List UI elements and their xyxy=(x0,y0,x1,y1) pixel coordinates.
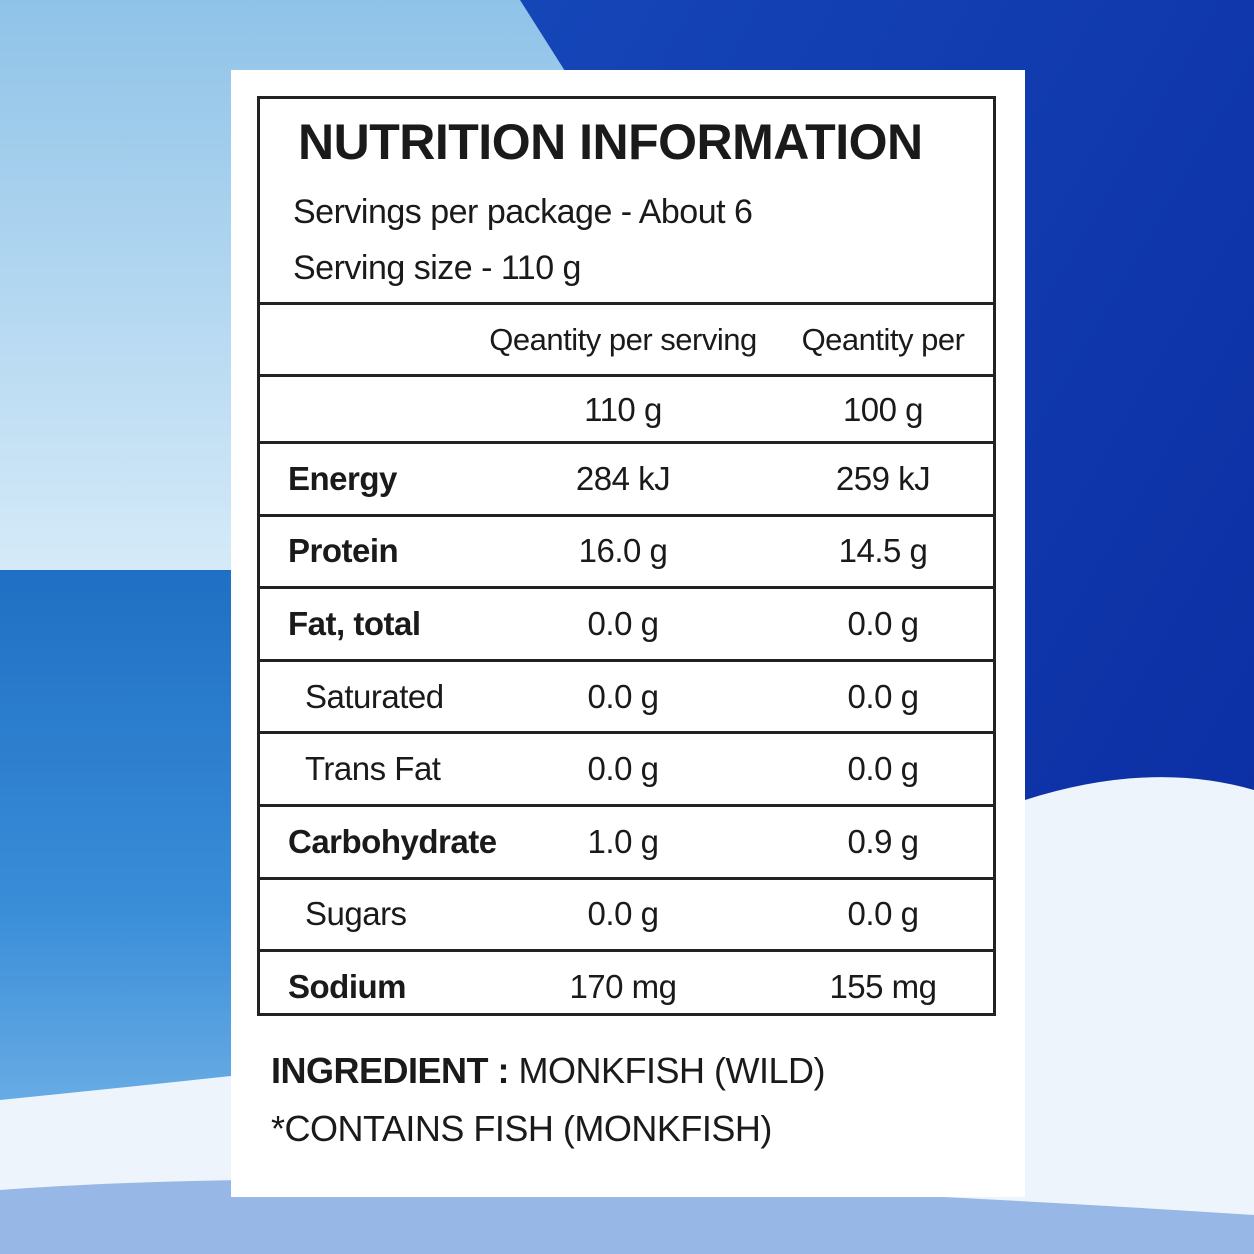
ingredient-line: INGREDIENT : MONKFISH (WILD) xyxy=(271,1050,826,1092)
nutrient-name: Energy xyxy=(288,459,397,497)
nutrition-table: NUTRITION INFORMATION Servings per packa… xyxy=(257,96,996,1016)
nutrient-row: Trans Fat 0.0 g 0.0 g xyxy=(260,731,993,804)
per-100g: 0.0 g xyxy=(847,750,919,788)
unit: 110 g xyxy=(584,390,662,428)
per-100g: 0.9 g xyxy=(847,822,919,860)
nutrient-name: Sugars xyxy=(305,895,407,933)
per-serving: 1.0 g xyxy=(587,822,659,860)
column-header: Qeantity per xyxy=(801,322,965,357)
ingredient-label: INGREDIENT : xyxy=(271,1050,510,1091)
allergen: *CONTAINS FISH (MONKFISH) xyxy=(271,1108,772,1149)
per-100g: 259 kJ xyxy=(835,459,931,497)
per-100g: 0.0 g xyxy=(847,677,919,715)
label-panel: NUTRITION INFORMATION Servings per packa… xyxy=(231,70,1025,1197)
column-header: Qeantity per serving xyxy=(489,322,757,357)
nutrient-name: Sodium xyxy=(288,967,407,1005)
nutrient-name: Saturated xyxy=(305,677,444,715)
nutrient-row: Energy 284 kJ 259 kJ xyxy=(260,441,993,514)
serving-size: Serving size - 110 g xyxy=(293,249,581,287)
per-serving: 0.0 g xyxy=(587,895,659,933)
unit-row: 110 g 100 g xyxy=(260,374,993,442)
nutrient-name: Fat, total xyxy=(288,604,421,642)
nutrient-row: Protein 16.0 g 14.5 g xyxy=(260,513,993,587)
column-header-row: Qeantity per serving Qeantity per xyxy=(260,302,993,375)
per-serving: 284 kJ xyxy=(575,459,671,497)
unit: 100 g xyxy=(842,390,924,428)
nutrient-row: Saturated 0.0 g 0.0 g xyxy=(260,658,993,732)
nutrient-name: Protein xyxy=(288,532,399,570)
nutrient-row: Fat, total 0.0 g 0.0 g xyxy=(260,586,993,659)
per-serving: 170 mg xyxy=(569,967,677,1005)
per-serving: 0.0 g xyxy=(587,750,659,788)
nutrient-row: Sugars 0.0 g 0.0 g xyxy=(260,876,993,950)
servings: Servings per package - About 6 xyxy=(293,193,753,231)
per-100g: 0.0 g xyxy=(847,604,919,642)
nutrient-name: Carbohydrate xyxy=(288,822,497,860)
per-100g: 155 mg xyxy=(829,967,937,1005)
nutrient-row: Sodium 170 mg 155 mg xyxy=(260,949,993,1022)
per-serving: 0.0 g xyxy=(587,604,659,642)
per-100g: 14.5 g xyxy=(838,532,928,570)
per-serving: 16.0 g xyxy=(578,532,668,570)
ingredient: MONKFISH (WILD) xyxy=(518,1050,826,1091)
per-serving: 0.0 g xyxy=(587,677,659,715)
title: NUTRITION INFORMATION xyxy=(298,114,923,170)
nutrient-name: Trans Fat xyxy=(305,750,441,788)
per-100g: 0.0 g xyxy=(847,895,919,933)
nutrient-row: Carbohydrate 1.0 g 0.9 g xyxy=(260,804,993,877)
